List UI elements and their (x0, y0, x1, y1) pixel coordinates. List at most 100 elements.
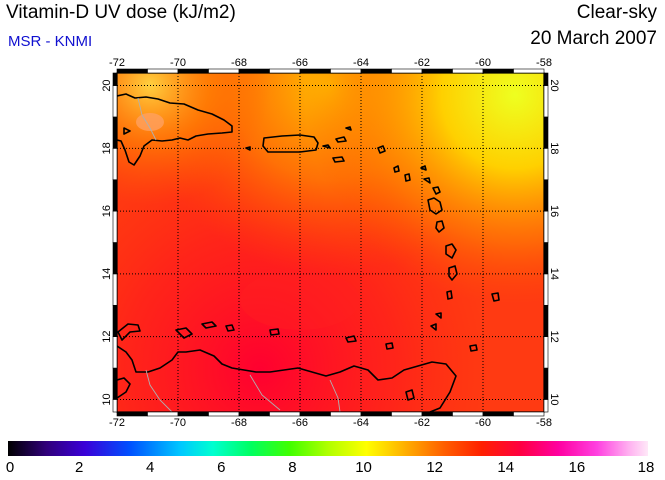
frame-bar-segment (452, 411, 484, 417)
frame-bar-segment (421, 68, 453, 74)
frame-bar-segment (299, 411, 331, 417)
frame-bar-segment (269, 411, 301, 417)
lon-tick-label: -60 (475, 417, 491, 429)
map-border-bars (112, 68, 549, 417)
frame-bar-segment (513, 411, 545, 417)
frame-bar-segment (543, 273, 549, 306)
country-borders (137, 97, 341, 412)
date-label: 20 March 2007 (530, 28, 657, 49)
frame-bar-segment (147, 411, 179, 417)
colorbar-tick-label: 18 (637, 459, 655, 476)
frame-bar-segment (543, 242, 549, 275)
colorbar-tick-label: 2 (74, 459, 84, 476)
frame-bar-segment (116, 411, 148, 417)
frame-bar-segment (360, 411, 392, 417)
lat-tick-label: 18 (548, 142, 560, 154)
colorbar-tick-label: 0 (5, 459, 15, 476)
frame-bar-segment (543, 179, 549, 212)
colorbar-gradient (8, 441, 648, 456)
frame-bar-segment (112, 116, 118, 149)
lon-tick-label: -64 (353, 57, 369, 69)
frame-bar-segment (238, 411, 270, 417)
lat-tick-label: 18 (101, 142, 113, 154)
frame-bar-segment (112, 304, 118, 337)
frame-bar-segment (112, 85, 118, 118)
lat-tick-label: 14 (101, 268, 113, 280)
frame-bar-segment (543, 210, 549, 243)
lat-tick-label: 10 (101, 393, 113, 405)
frame-bar-segment (543, 85, 549, 118)
frame-bar-segment (452, 68, 484, 74)
frame-bar-segment (391, 411, 423, 417)
frame-bar-segment (112, 367, 118, 400)
frame-bar-segment (543, 148, 549, 181)
frame-bar-segment (360, 68, 392, 74)
frame-bar-segment (330, 68, 362, 74)
longitude-labels-bottom: -72 -70 -68 -66 -64 -62 -60 -58 (109, 417, 552, 429)
colorbar-tick-label: 10 (355, 459, 372, 476)
colorbar (8, 441, 648, 456)
frame-bar-segment (112, 336, 118, 369)
frame-bar-segment (421, 411, 453, 417)
sky-condition-label: Clear-sky (576, 2, 657, 23)
lat-tick-label: 12 (101, 331, 113, 343)
data-source-label: MSR - KNMI (8, 33, 93, 50)
colorbar-tick-label: 6 (217, 459, 226, 476)
colorbar-tick-label: 4 (146, 459, 155, 476)
frame-bar-segment (177, 68, 209, 74)
frame-bar-segment (482, 68, 514, 74)
lon-tick-label: -62 (414, 417, 430, 429)
lat-tick-label: 20 (101, 79, 113, 91)
coastlines (117, 93, 500, 412)
frame-bar-segment (238, 68, 270, 74)
frame-bar-segment (147, 68, 179, 74)
frame-bar-segment (112, 148, 118, 181)
lon-tick-label: -66 (292, 417, 308, 429)
frame-bar-segment (543, 367, 549, 400)
frame-bar-segment (112, 72, 118, 86)
lon-tick-label: -72 (109, 57, 125, 69)
coastline-hispaniola (117, 93, 233, 166)
uv-dose-field (117, 73, 544, 412)
coastline-south-america (117, 345, 457, 412)
frame-bar-segment (391, 68, 423, 74)
lon-tick-label: -58 (536, 57, 552, 69)
latitude-labels-right: 10 12 14 16 18 20 (548, 79, 560, 405)
colorbar-tick-label: 12 (426, 459, 443, 476)
lon-tick-label: -60 (475, 57, 491, 69)
frame-bar-segment (543, 304, 549, 337)
frame-bar-segment (112, 210, 118, 243)
coastline-puerto-rico (262, 134, 319, 153)
frame-bar-segment (543, 116, 549, 149)
lat-tick-label: 16 (101, 205, 113, 217)
lon-tick-label: -66 (292, 57, 308, 69)
map-title: Vitamin-D UV dose (kJ/m2) (6, 2, 236, 23)
frame-bar-segment (482, 411, 514, 417)
frame-bar-segment (513, 68, 545, 74)
lat-tick-label: 14 (548, 268, 560, 280)
colorbar-tick-label: 8 (288, 459, 297, 476)
lon-tick-label: -68 (231, 57, 247, 69)
lon-tick-label: -70 (170, 417, 186, 429)
frame-bar-segment (269, 68, 301, 74)
colorbar-tick-label: 16 (568, 459, 586, 476)
lon-tick-label: -72 (109, 417, 125, 429)
lon-tick-label: -68 (231, 417, 247, 429)
frame-bar-segment (543, 399, 549, 413)
lat-tick-label: 12 (548, 331, 560, 343)
lat-tick-label: 20 (548, 79, 560, 91)
frame-bar-segment (208, 411, 240, 417)
lat-tick-label: 16 (548, 205, 560, 217)
frame-bar-segment (543, 72, 549, 86)
frame-bar-segment (112, 273, 118, 306)
lat-tick-label: 10 (548, 393, 560, 405)
frame-bar-segment (112, 399, 118, 413)
frame-bar-segment (299, 68, 331, 74)
frame-bar-segment (543, 336, 549, 369)
frame-bar-segment (112, 242, 118, 275)
lon-tick-label: -64 (353, 417, 369, 429)
frame-bar-segment (177, 411, 209, 417)
frame-bar-segment (112, 179, 118, 212)
lon-tick-label: -58 (536, 417, 552, 429)
colorbar-tick-label: 14 (497, 459, 515, 476)
